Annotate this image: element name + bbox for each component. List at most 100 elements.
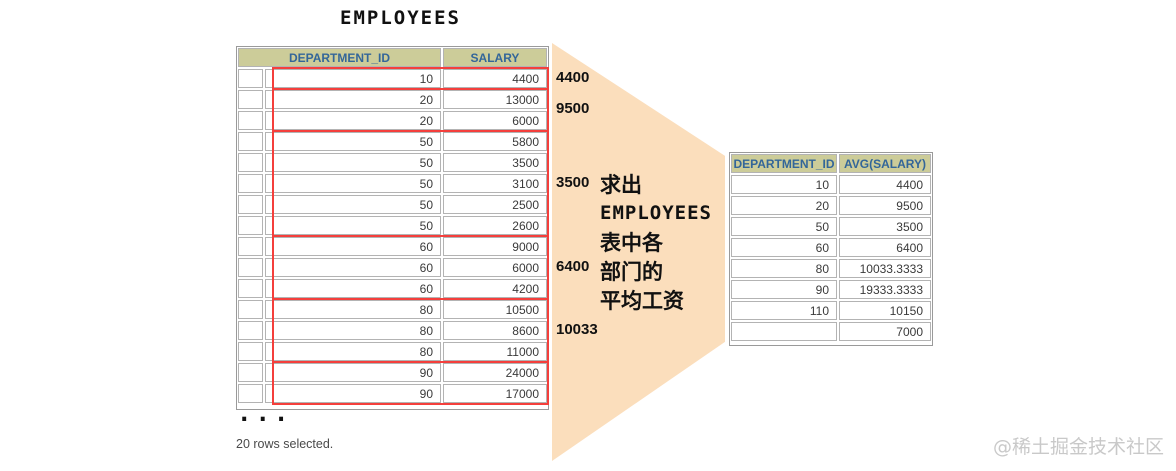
- employees-table: DEPARTMENT_ID SALARY 10 4400 20 13000 20 6000…: [236, 46, 549, 410]
- employees-title: EMPLOYEES: [340, 7, 461, 29]
- group-average-label: 10033: [556, 320, 598, 338]
- department-id-cell: 80: [265, 321, 441, 340]
- department-id-cell: 10: [731, 175, 837, 194]
- table-row: 80 10033.3333: [731, 259, 931, 278]
- department-id-cell: 90: [731, 280, 837, 299]
- salary-cell: 9000: [443, 237, 547, 256]
- more-rows-ellipsis: ...: [237, 399, 293, 427]
- salary-cell: 10150: [839, 301, 931, 320]
- salary-cell: 6000: [443, 258, 547, 277]
- avg-salary-header: AVG(SALARY): [839, 154, 931, 173]
- row-selector-cell: [238, 300, 263, 319]
- salary-cell: 4400: [443, 69, 547, 88]
- salary-cell: 5800: [443, 132, 547, 151]
- row-selector-cell: [238, 363, 263, 382]
- salary-cell: 7000: [839, 322, 931, 341]
- department-id-cell: 90: [265, 384, 441, 403]
- salary-cell: 17000: [443, 384, 547, 403]
- department-id-cell: 60: [265, 279, 441, 298]
- salary-cell: 3500: [443, 153, 547, 172]
- department-id-cell: 60: [265, 258, 441, 277]
- row-selector-cell: [238, 216, 263, 235]
- row-selector-cell: [238, 195, 263, 214]
- avg-salary-result-table: DEPARTMENT_ID AVG(SALARY) 10 4400 20 9500 50…: [729, 152, 933, 346]
- salary-cell: 11000: [443, 342, 547, 361]
- group-average-label: 3500: [556, 173, 590, 191]
- table-row: 10 4400: [238, 69, 547, 88]
- salary-cell: 2600: [443, 216, 547, 235]
- result-table-header: DEPARTMENT_ID AVG(SALARY): [731, 154, 931, 173]
- table-row: 80 10500: [238, 300, 547, 319]
- table-row: 50 2600: [238, 216, 547, 235]
- group-average-label: 9500: [556, 100, 590, 117]
- question-line: 平均工资: [600, 288, 684, 313]
- row-selector-cell: [238, 237, 263, 256]
- table-row: 60 6000: [238, 258, 547, 277]
- table-row: 60 9000: [238, 237, 547, 256]
- group-average-label: 4400: [556, 68, 590, 86]
- row-selector-cell: [238, 132, 263, 151]
- employees-table-header: DEPARTMENT_ID SALARY: [238, 48, 547, 67]
- table-row: 50 3500: [731, 217, 931, 236]
- question-line: 表中各: [600, 230, 663, 255]
- row-selector-cell: [238, 384, 263, 403]
- salary-cell: 8600: [443, 321, 547, 340]
- department-id-cell: 80: [265, 342, 441, 361]
- table-row: 90 24000: [238, 363, 547, 382]
- salary-cell: 13000: [443, 90, 547, 109]
- table-row: 90 19333.3333: [731, 280, 931, 299]
- department-id-cell: 60: [731, 238, 837, 257]
- department-id-cell: 50: [265, 174, 441, 193]
- table-row: 10 4400: [731, 175, 931, 194]
- department-id-cell: 20: [731, 196, 837, 215]
- salary-cell: 4200: [443, 279, 547, 298]
- question-line: EMPLOYEES: [600, 202, 712, 224]
- department-id-cell: 10: [265, 69, 441, 88]
- salary-cell: 2500: [443, 195, 547, 214]
- department-id-cell: [731, 322, 837, 341]
- salary-cell: 19333.3333: [839, 280, 931, 299]
- department-id-cell: 80: [731, 259, 837, 278]
- department-id-cell: 80: [265, 300, 441, 319]
- department-id-cell: 50: [265, 132, 441, 151]
- table-row: 60 6400: [731, 238, 931, 257]
- question-line: 求出: [600, 172, 642, 197]
- salary-cell: 3100: [443, 174, 547, 193]
- table-row: 110 10150: [731, 301, 931, 320]
- employees-table-body: 10 4400 20 13000 20 6000 50 5800 50 3500 50 3100 50 2…: [238, 69, 547, 403]
- department-id-cell: 50: [265, 195, 441, 214]
- question-text-block: 求出 EMPLOYEES 表中各 部门的 平均工资: [600, 170, 712, 315]
- table-row: 50 3500: [238, 153, 547, 172]
- table-row: 50 2500: [238, 195, 547, 214]
- department-id-cell: 90: [265, 363, 441, 382]
- salary-cell: 9500: [839, 196, 931, 215]
- salary-cell: 4400: [839, 175, 931, 194]
- group-average-label: 6400: [556, 257, 590, 275]
- row-selector-cell: [238, 153, 263, 172]
- table-row: 50 5800: [238, 132, 547, 151]
- table-row: 7000: [731, 322, 931, 341]
- salary-cell: 10033.3333: [839, 259, 931, 278]
- salary-cell: 3500: [839, 217, 931, 236]
- salary-cell: 6400: [839, 238, 931, 257]
- department-id-cell: 50: [265, 216, 441, 235]
- result-table-body: 10 4400 20 9500 50 3500 60 6400 80 10033.3333 90 19…: [731, 175, 931, 341]
- row-selector-cell: [238, 342, 263, 361]
- department-id-cell: 20: [265, 111, 441, 130]
- department-id-cell: 60: [265, 237, 441, 256]
- table-row: 20 6000: [238, 111, 547, 130]
- row-selector-cell: [238, 111, 263, 130]
- department-id-cell: 110: [731, 301, 837, 320]
- salary-cell: 6000: [443, 111, 547, 130]
- department-id-header: DEPARTMENT_ID: [238, 48, 441, 67]
- table-row: 50 3100: [238, 174, 547, 193]
- table-row: 20 9500: [731, 196, 931, 215]
- row-selector-cell: [238, 69, 263, 88]
- row-selector-cell: [238, 174, 263, 193]
- table-row: 80 8600: [238, 321, 547, 340]
- row-selector-cell: [238, 258, 263, 277]
- table-row: 80 11000: [238, 342, 547, 361]
- salary-cell: 10500: [443, 300, 547, 319]
- department-id-cell: 50: [265, 153, 441, 172]
